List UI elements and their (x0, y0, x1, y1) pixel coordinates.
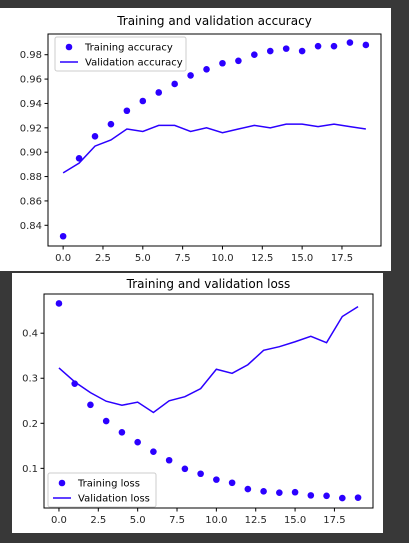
data-point (314, 42, 322, 50)
y-tick-label: 0.84 (20, 221, 42, 232)
data-point (139, 97, 147, 105)
x-tick-label: 15.0 (291, 253, 313, 264)
legend: Training loss Validation loss (47, 472, 157, 508)
data-point (244, 485, 252, 493)
data-point (213, 476, 220, 483)
legend-marker-swatch (65, 43, 73, 51)
data-point (155, 89, 163, 96)
loss-chart-panel: Training and validation loss 0.0 2.5 5.0 7.5… (12, 273, 383, 533)
data-point (165, 456, 173, 464)
x-tick-label: 7.5 (175, 253, 191, 264)
y-tick-label: 0.88 (20, 172, 42, 183)
data-point (91, 133, 99, 140)
y-tick-label: 0.90 (20, 148, 42, 159)
data-point (87, 401, 94, 409)
data-point (260, 488, 267, 495)
data-point (282, 45, 290, 52)
y-tick-label: 0.4 (22, 329, 38, 340)
y-tick-label: 0.94 (20, 99, 42, 110)
data-point (55, 300, 63, 307)
data-point (266, 47, 274, 55)
data-point (251, 51, 258, 59)
data-point (171, 80, 178, 88)
data-point (118, 429, 126, 436)
plot-frame (43, 293, 374, 509)
data-point (235, 57, 242, 65)
legend-marker-swatch (58, 479, 66, 487)
x-tick-label: 15.0 (284, 515, 306, 526)
data-point (102, 417, 110, 425)
data-point (107, 120, 115, 128)
data-point (291, 488, 299, 496)
data-point (346, 39, 354, 46)
data-point (197, 470, 204, 478)
y-tick-label: 0.1 (22, 464, 38, 475)
data-point (203, 66, 210, 73)
data-point (59, 232, 67, 240)
data-point (219, 59, 226, 67)
chart-title: Training and validation loss (126, 277, 291, 291)
accuracy-chart: Training and validation accuracy 0.0 2.5 5.… (20, 14, 382, 264)
data-point (134, 438, 141, 446)
accuracy-chart-panel: Training and validation accuracy 0.0 2.5 5.… (0, 8, 391, 271)
data-point (187, 72, 194, 79)
legend-box (47, 472, 157, 508)
x-tick-label: 7.5 (169, 515, 185, 526)
data-point (354, 494, 362, 501)
x-tick-label: 10.0 (205, 515, 227, 526)
data-point (276, 489, 283, 496)
x-tick-label: 12.5 (245, 515, 267, 526)
data-point (298, 47, 306, 55)
x-tick-label: 12.5 (251, 253, 273, 264)
data-point (181, 465, 189, 473)
x-tick-label: 5.0 (130, 515, 146, 526)
series-line-2 (58, 305, 359, 414)
data-point (123, 107, 131, 115)
data-point (330, 42, 338, 50)
data-point (362, 41, 370, 49)
data-point (339, 494, 346, 502)
y-tick-label: 0.92 (20, 123, 42, 134)
x-tick-label: 0.0 (51, 515, 67, 526)
data-point (75, 154, 83, 162)
y-tick-label: 0.96 (20, 75, 42, 86)
data-point (307, 492, 315, 499)
data-point (228, 479, 236, 487)
data-point (71, 380, 78, 387)
series-line-2 (62, 123, 366, 174)
loss-chart: Training and validation loss 0.0 2.5 5.0 7.5… (22, 277, 374, 526)
y-tick-label: 0.2 (22, 419, 38, 430)
y-tick-label: 0.86 (20, 196, 42, 207)
data-point (150, 448, 157, 455)
legend-label: Training loss (77, 479, 140, 490)
legend-box (54, 36, 187, 72)
legend-label: Validation loss (78, 494, 150, 505)
legend-label: Training accuracy (84, 43, 173, 54)
x-tick-label: 0.0 (55, 253, 71, 264)
x-tick-label: 10.0 (211, 253, 233, 264)
x-tick-label: 5.0 (135, 253, 151, 264)
chart-title: Training and validation accuracy (116, 14, 312, 28)
plot-frame (47, 33, 382, 247)
x-tick-label: 2.5 (90, 515, 106, 526)
x-tick-label: 2.5 (95, 253, 111, 264)
data-point (323, 492, 330, 500)
legend-label: Validation accuracy (85, 58, 183, 69)
x-tick-label: 17.5 (323, 515, 345, 526)
y-tick-label: 0.98 (20, 50, 42, 61)
x-tick-label: 17.5 (331, 253, 353, 264)
y-tick-label: 0.3 (22, 374, 38, 385)
legend: Training accuracy Validation accuracy (54, 36, 187, 72)
